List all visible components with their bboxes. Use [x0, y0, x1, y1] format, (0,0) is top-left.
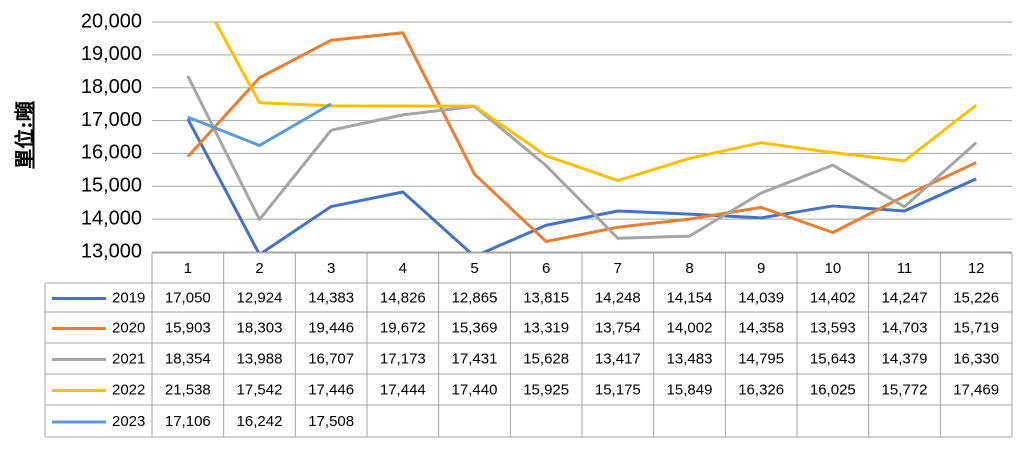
- table-cell: 14,795: [738, 350, 784, 367]
- table-cell: 17,173: [380, 350, 426, 367]
- x-tick-label: 7: [614, 260, 622, 277]
- y-tick-label: 16,000: [81, 142, 142, 164]
- table-cell: 14,383: [308, 289, 354, 306]
- table-cell: 15,369: [452, 319, 498, 336]
- table-cell: 15,719: [953, 319, 999, 336]
- table-cell: 17,106: [165, 413, 211, 430]
- table-cell: 19,446: [308, 319, 354, 336]
- table-cell: 17,508: [308, 413, 354, 430]
- table-cell: 12,924: [237, 289, 283, 306]
- table-cell: 17,542: [237, 381, 283, 398]
- table-cell: 13,754: [595, 319, 641, 336]
- table-cell: 15,849: [667, 381, 713, 398]
- table-cell: 14,402: [810, 289, 856, 306]
- y-tick-label: 20,000: [81, 10, 142, 32]
- legend-label: 2022: [112, 381, 145, 398]
- table-cell: 17,431: [452, 350, 498, 367]
- table-cell: 17,440: [452, 381, 498, 398]
- y-tick-label: 18,000: [81, 76, 142, 98]
- table-cell: 12,865: [452, 289, 498, 306]
- y-tick-label: 15,000: [81, 175, 142, 197]
- table-cell: 14,826: [380, 289, 426, 306]
- table-cell: 14,358: [738, 319, 784, 336]
- x-tick-label: 8: [685, 260, 693, 277]
- legend-label: 2020: [112, 319, 145, 336]
- y-tick-label: 19,000: [81, 43, 142, 65]
- series-line: [186, 75, 978, 240]
- legend-label: 2023: [112, 413, 145, 430]
- x-tick-label: 1: [184, 260, 192, 277]
- table-cell: 14,703: [882, 319, 928, 336]
- x-tick-label: 3: [327, 260, 335, 277]
- series-line: [213, 22, 978, 183]
- table-cell: 16,025: [810, 381, 856, 398]
- table-cell: 13,483: [667, 350, 713, 367]
- table-cell: 13,593: [810, 319, 856, 336]
- table-cell: 15,226: [953, 289, 999, 306]
- table-cell: 21,538: [165, 381, 211, 398]
- x-tick-label: 5: [470, 260, 478, 277]
- x-tick-label: 4: [399, 260, 407, 277]
- table-cell: 17,050: [165, 289, 211, 306]
- table-cell: 14,002: [667, 319, 713, 336]
- table-cell: 17,469: [953, 381, 999, 398]
- series-line: [186, 31, 977, 244]
- legend-label: 2019: [112, 289, 145, 306]
- table-cell: 17,444: [380, 381, 426, 398]
- x-tick-label: 9: [757, 260, 765, 277]
- table-cell: 15,903: [165, 319, 211, 336]
- y-tick-label: 13,000: [81, 240, 142, 262]
- x-tick-label: 12: [968, 260, 985, 277]
- table-cell: 13,319: [523, 319, 569, 336]
- table-cell: 15,175: [595, 381, 641, 398]
- table-cell: 16,707: [308, 350, 354, 367]
- plot-lines: [186, 22, 978, 252]
- table-cell: 15,772: [882, 381, 928, 398]
- table-cell: 16,326: [738, 381, 784, 398]
- table-cell: 18,354: [165, 350, 211, 367]
- table-cell: 13,988: [237, 350, 283, 367]
- y-tick-label: 14,000: [81, 207, 142, 229]
- series-line: [186, 118, 977, 252]
- y-axis-title: 單位:噸: [13, 101, 37, 168]
- table-cell: 16,330: [953, 350, 999, 367]
- table-cell: 14,039: [738, 289, 784, 306]
- series-line: [187, 102, 332, 147]
- y-tick-label: 17,000: [81, 109, 142, 131]
- table-cell: 14,379: [882, 350, 928, 367]
- x-tick-label: 6: [542, 260, 550, 277]
- table-cell: 18,303: [237, 319, 283, 336]
- x-tick-label: 2: [255, 260, 263, 277]
- table-cell: 15,925: [523, 381, 569, 398]
- x-tick-label: 11: [897, 260, 913, 277]
- table-cell: 14,154: [667, 289, 713, 306]
- legend-label: 2021: [112, 350, 145, 367]
- table-cell: 15,628: [523, 350, 569, 367]
- x-tick-label: 10: [824, 260, 841, 277]
- table-cell: 19,672: [380, 319, 426, 336]
- table-cell: 14,248: [595, 289, 641, 306]
- table-cell: 14,247: [882, 289, 928, 306]
- table-cell: 16,242: [237, 413, 283, 430]
- table-cell: 13,417: [595, 350, 641, 367]
- table-cell: 13,815: [523, 289, 569, 306]
- table-cell: 15,643: [810, 350, 856, 367]
- table-cell: 17,446: [308, 381, 354, 398]
